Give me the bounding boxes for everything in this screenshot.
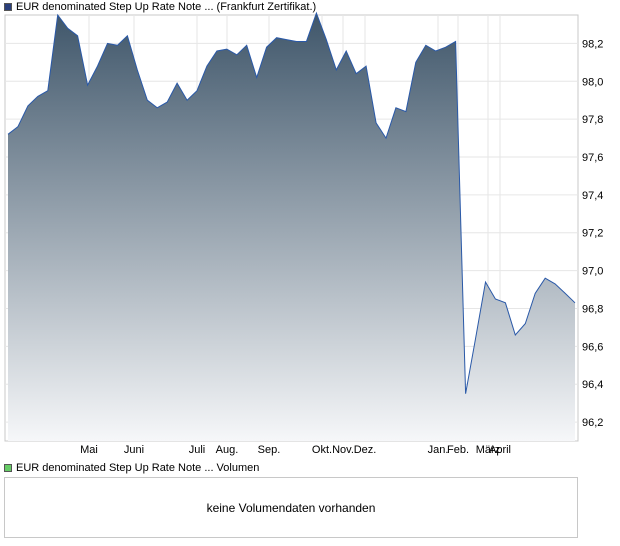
price-point <box>425 45 426 46</box>
x-tick-label: Juni <box>124 444 144 456</box>
price-point <box>395 107 396 108</box>
price-point <box>157 107 158 108</box>
y-tick-label: 97,2 <box>582 228 603 240</box>
y-tick-label: 96,2 <box>582 417 603 429</box>
price-point <box>246 45 247 46</box>
price-point <box>226 49 227 50</box>
y-tick-label: 98,0 <box>582 76 603 88</box>
price-point <box>236 54 237 55</box>
price-point <box>356 73 357 74</box>
price-point <box>475 338 476 339</box>
volume-panel: keine Volumendaten vorhanden <box>4 477 578 538</box>
x-tick-label: Mai <box>80 444 98 456</box>
price-point <box>445 47 446 48</box>
price-point <box>346 50 347 51</box>
price-point <box>67 28 68 29</box>
price-point <box>57 14 58 15</box>
price-point <box>385 138 386 139</box>
price-point <box>77 35 78 36</box>
price-chart: 96,2 96,4 96,6 96,8 97,0 97,2 97,4 97,6 97,8 98,0… <box>4 11 603 456</box>
volume-legend-label: EUR denominated Step Up Rate Note ... Vo… <box>16 462 260 474</box>
price-point <box>296 41 297 42</box>
y-tick-label: 97,0 <box>582 266 603 278</box>
price-point <box>177 83 178 84</box>
price-point <box>326 39 327 40</box>
price-point <box>147 100 148 101</box>
no-volume-message: keine Volumendaten vorhanden <box>206 501 376 515</box>
y-tick-label: 96,4 <box>582 379 603 391</box>
price-point <box>555 283 556 284</box>
x-tick-label: Juli <box>189 444 206 456</box>
x-tick-label: Aug. <box>216 444 239 456</box>
price-point <box>206 66 207 67</box>
y-tick-label: 97,4 <box>582 190 603 202</box>
price-point <box>216 50 217 51</box>
price-point <box>306 41 307 42</box>
price-legend-label: EUR denominated Step Up Rate Note ... (F… <box>16 1 317 13</box>
price-point <box>435 50 436 51</box>
x-tick-label: Feb. <box>447 444 469 456</box>
price-point <box>127 35 128 36</box>
x-tick-label: Dez. <box>354 444 377 456</box>
price-point <box>505 302 506 303</box>
price-point <box>316 13 317 14</box>
y-tick-label: 97,6 <box>582 152 603 164</box>
y-tick-label: 96,6 <box>582 341 603 353</box>
price-point <box>117 45 118 46</box>
y-tick-label: 98,2 <box>582 38 603 50</box>
price-point <box>276 37 277 38</box>
x-tick-label: Sep. <box>258 444 281 456</box>
price-point <box>107 43 108 44</box>
price-legend-swatch <box>4 3 12 11</box>
price-point <box>545 278 546 279</box>
price-point <box>87 85 88 86</box>
price-point <box>286 39 287 40</box>
price-point <box>495 298 496 299</box>
x-tick-label: Okt. <box>312 444 332 456</box>
price-point <box>27 105 28 106</box>
price-point <box>137 69 138 70</box>
price-point <box>37 96 38 97</box>
price-point <box>574 302 575 303</box>
price-point <box>525 323 526 324</box>
price-point <box>485 281 486 282</box>
price-point <box>187 100 188 101</box>
price-point <box>256 77 257 78</box>
price-point <box>535 293 536 294</box>
price-point <box>415 62 416 63</box>
price-point <box>167 102 168 103</box>
price-point <box>47 90 48 91</box>
price-point <box>465 393 466 394</box>
price-point <box>455 41 456 42</box>
y-tick-label: 96,8 <box>582 303 603 315</box>
price-point <box>515 334 516 335</box>
y-tick-label: 97,8 <box>582 114 603 126</box>
x-tick-label: Nov. <box>332 444 354 456</box>
price-line <box>7 11 576 394</box>
price-point <box>196 90 197 91</box>
price-area <box>8 13 575 441</box>
volume-legend: EUR denominated Step Up Rate Note ... Vo… <box>4 461 259 475</box>
volume-legend-swatch <box>4 464 12 472</box>
x-tick-label: März <box>476 444 500 456</box>
price-point <box>17 126 18 127</box>
price-legend: EUR denominated Step Up Rate Note ... (F… <box>4 0 316 14</box>
x-tick-label: April <box>489 444 511 456</box>
price-point <box>366 66 367 67</box>
price-point <box>405 111 406 112</box>
price-point <box>266 47 267 48</box>
price-point <box>376 122 377 123</box>
price-point <box>336 69 337 70</box>
price-point <box>7 134 8 135</box>
price-point <box>565 293 566 294</box>
price-point <box>97 66 98 67</box>
x-tick-label: Jan. <box>428 444 449 456</box>
